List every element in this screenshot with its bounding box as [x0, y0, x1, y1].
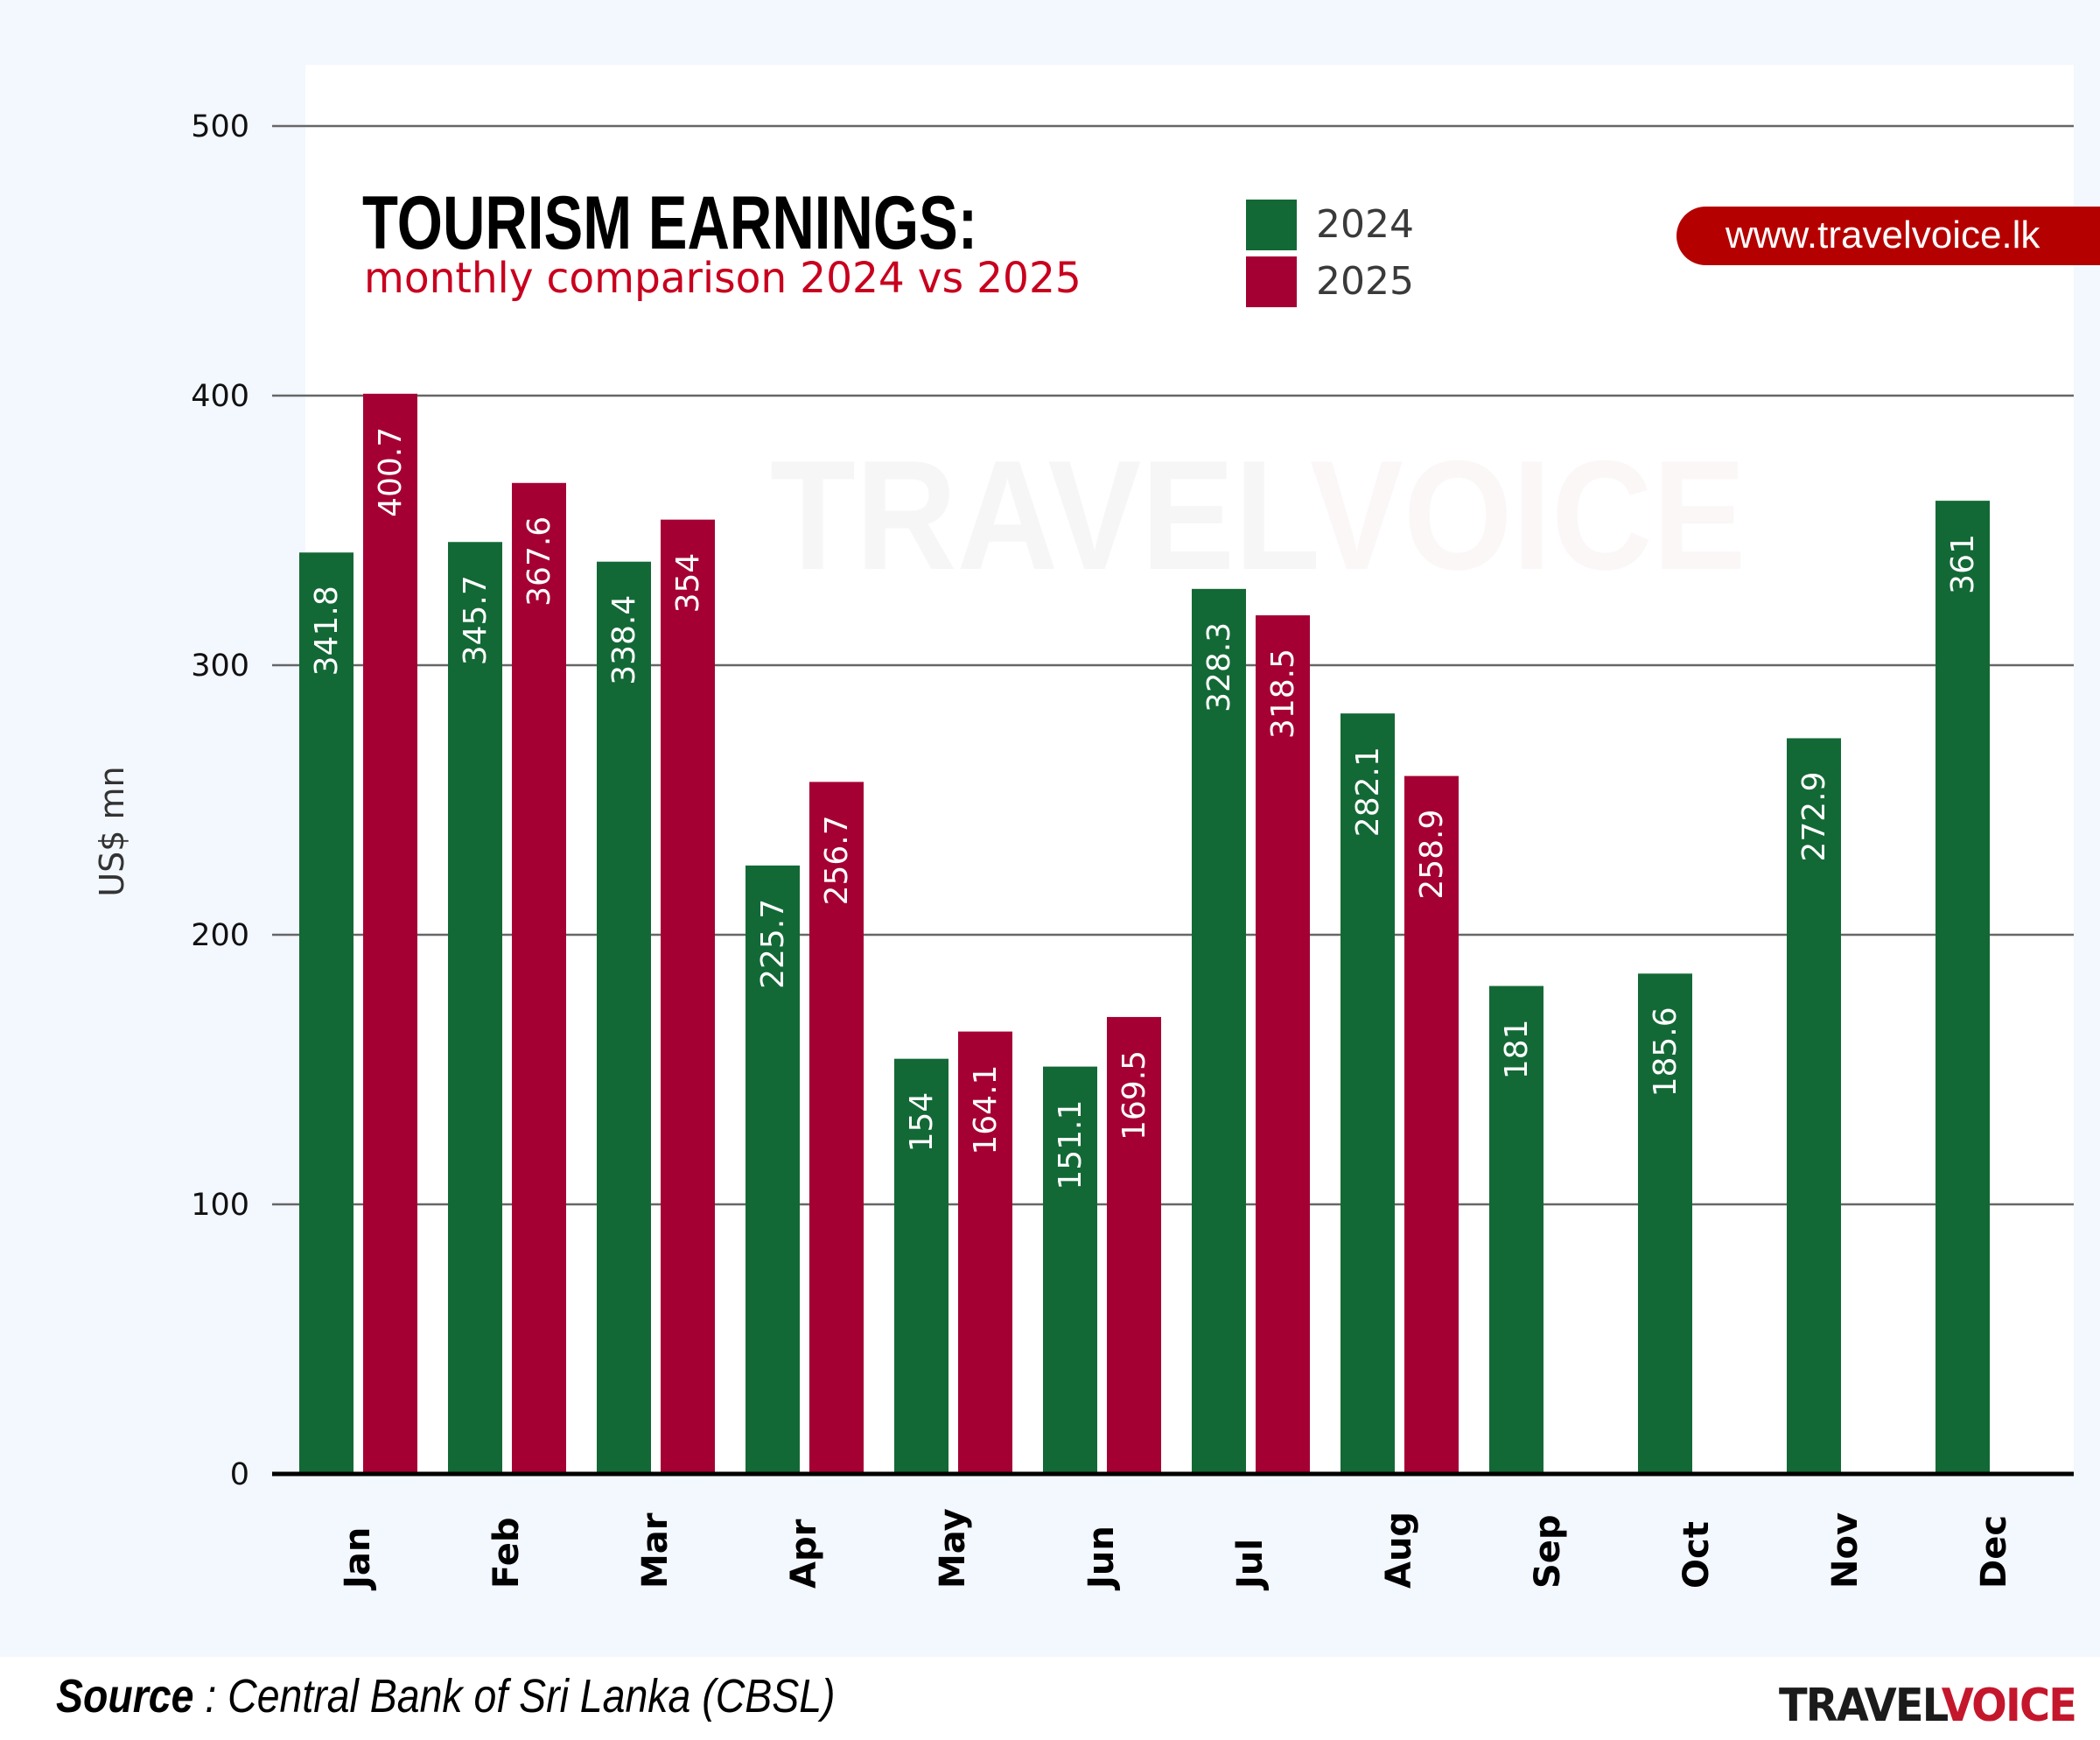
y-tick-label: 0 — [230, 1457, 249, 1492]
x-tick-label-nov: Nov — [1825, 1512, 1866, 1589]
source-note: Source : Central Bank of Sri Lanka (CBSL… — [56, 1670, 835, 1722]
chart: 0 100 200 300 400 500 341.8 400.7 345.7 367.6 338… — [191, 109, 2074, 1591]
bar-2024-Jan — [299, 552, 354, 1474]
y-axis-title: US$ mn — [93, 766, 131, 897]
bar-value-label: 164.1 — [968, 1065, 1004, 1155]
bar-2024-Feb — [448, 542, 502, 1474]
x-tick-label-jun: Jun — [1082, 1526, 1122, 1591]
x-tick-label-mar: Mar — [635, 1512, 676, 1589]
x-tick-label-apr: Apr — [784, 1519, 824, 1589]
y-tick-label: 100 — [191, 1188, 249, 1223]
bar-value-label: 318.5 — [1265, 649, 1301, 739]
bar-2025-Aug — [1404, 775, 1459, 1474]
bar-2025-Apr — [809, 782, 864, 1474]
source-text: : Central Bank of Sri Lanka (CBSL) — [193, 1670, 836, 1722]
x-tick-label-jan: Jan — [338, 1527, 378, 1591]
x-tick-label-oct: Oct — [1676, 1521, 1717, 1589]
bar-value-label: 400.7 — [373, 427, 409, 517]
chart-subtitle: monthly comparison 2024 vs 2025 — [364, 254, 1082, 303]
bar-value-label: 185.6 — [1648, 1007, 1684, 1097]
y-tick-label: 300 — [191, 649, 249, 684]
bar-value-label: 345.7 — [458, 575, 494, 665]
bar-value-label: 341.8 — [309, 586, 345, 676]
bar-2025-May — [958, 1031, 1012, 1474]
chart-title: TOURISM EARNINGS: — [362, 181, 978, 265]
x-tick-label-may: May — [933, 1508, 973, 1589]
bar-2024-Jun — [1043, 1066, 1097, 1474]
bar-value-label: 354 — [670, 553, 706, 614]
x-tick-labels: Jan Feb Mar Apr May Jun Jul Aug Sep Oct Nov Dec — [338, 1508, 2014, 1591]
website-link[interactable]: www.travelvoice.lk — [1676, 207, 2100, 265]
bar-2025-Jul — [1256, 615, 1310, 1474]
bar-2024-Apr — [746, 865, 800, 1474]
bars — [299, 393, 1990, 1475]
y-tick-label: 200 — [191, 918, 249, 953]
x-tick-label-aug: Aug — [1379, 1512, 1419, 1589]
travelvoice-logo: TRAVELVOICE — [1779, 1680, 2077, 1732]
bar-value-label: 272.9 — [1796, 771, 1832, 861]
bar-2024-Aug — [1340, 713, 1395, 1474]
bar-2025-Mar — [661, 519, 715, 1475]
x-tick-label-jul: Jul — [1230, 1539, 1270, 1591]
x-tick-label-sep: Sep — [1528, 1514, 1568, 1589]
bar-2024-Dec — [1936, 501, 1990, 1474]
bar-value-label: 258.9 — [1414, 810, 1450, 900]
bar-2024-May — [894, 1058, 948, 1474]
watermark-part2: VOICE — [1310, 428, 1746, 602]
watermark-part1: TRAVEL — [770, 428, 1311, 602]
y-tick-label: 400 — [191, 379, 249, 414]
bar-value-label: 181 — [1499, 1020, 1535, 1080]
bar-value-label: 151.1 — [1053, 1100, 1088, 1190]
legend-label-2024: 2024 — [1316, 202, 1414, 247]
bar-value-label: 367.6 — [522, 516, 557, 607]
bar-value-label: 154 — [904, 1092, 940, 1153]
bar-2025-Jan — [363, 393, 417, 1474]
bar-2024-Jul — [1192, 588, 1246, 1474]
bar-value-label: 225.7 — [755, 899, 791, 989]
legend-swatch-2025 — [1246, 256, 1297, 307]
watermark: TRAVELVOICE — [770, 438, 1746, 593]
legend-swatch-2024 — [1246, 200, 1297, 250]
bar-value-label: 282.1 — [1350, 747, 1386, 837]
legend-label-2025: 2025 — [1316, 259, 1414, 304]
bar-2024-Oct — [1638, 973, 1692, 1474]
website-url[interactable]: www.travelvoice.lk — [1726, 214, 2040, 256]
source-label: Source — [56, 1670, 194, 1722]
x-tick-label-feb: Feb — [486, 1518, 527, 1589]
bar-value-labels: 341.8 400.7 345.7 367.6 338.4 354 225.7 256.7 15… — [309, 427, 1981, 1190]
bar-2024-Mar — [597, 561, 651, 1474]
bar-2024-Sep — [1489, 986, 1544, 1474]
bar-value-label: 361 — [1945, 534, 1981, 594]
y-tick-labels: 0 100 200 300 400 500 — [191, 109, 249, 1492]
gridlines — [272, 124, 2074, 1206]
y-tick-label: 500 — [191, 109, 249, 144]
bar-value-label: 256.7 — [819, 815, 855, 905]
bar-value-label: 169.5 — [1116, 1050, 1152, 1140]
bar-value-label: 328.3 — [1201, 622, 1237, 712]
bar-2025-Jun — [1107, 1016, 1161, 1474]
logo-part1: TRAVEL — [1779, 1680, 1943, 1732]
bar-2024-Nov — [1787, 738, 1841, 1474]
x-tick-label-dec: Dec — [1974, 1515, 2014, 1589]
logo-part2: VOICE — [1941, 1680, 2077, 1732]
bar-value-label: 338.4 — [606, 595, 642, 685]
bar-2025-Feb — [512, 482, 566, 1474]
